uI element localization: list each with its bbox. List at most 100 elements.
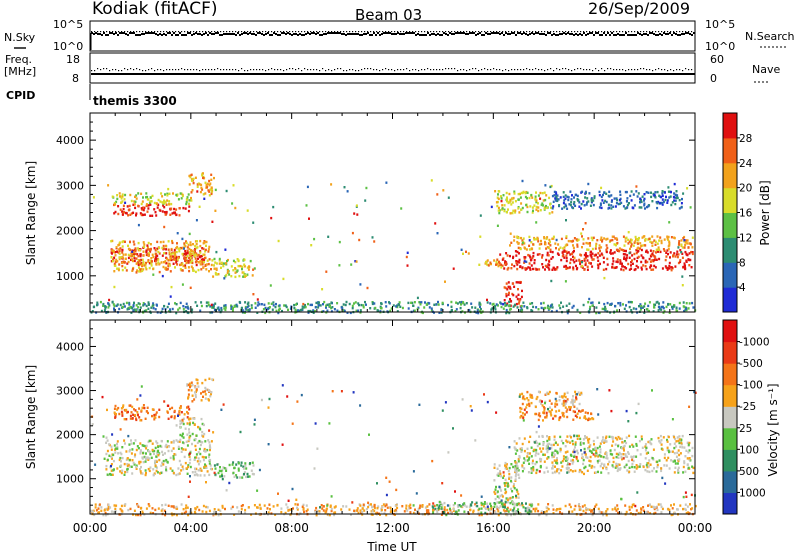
power-cell xyxy=(640,206,643,209)
nsearch-point xyxy=(544,31,546,33)
velocity-cell xyxy=(210,440,213,443)
velocity-cell xyxy=(556,451,559,455)
nsearch-point xyxy=(217,31,219,33)
power-cell xyxy=(631,301,633,304)
velocity-cell xyxy=(504,488,507,491)
power-cell xyxy=(598,301,601,304)
freq-point xyxy=(301,73,303,75)
power-cell xyxy=(571,206,574,209)
power-cell xyxy=(450,305,453,308)
power-cell xyxy=(517,302,520,305)
power-cell xyxy=(157,261,160,264)
nsearch-point xyxy=(394,31,396,33)
power-cell xyxy=(430,307,433,310)
power-cell xyxy=(516,306,519,309)
velocity-cell xyxy=(214,473,217,476)
power-ytick-label: 4000 xyxy=(56,134,84,147)
velocity-cell xyxy=(581,471,584,474)
power-cell xyxy=(351,307,354,310)
power-cell xyxy=(385,305,388,308)
nsky-point xyxy=(275,33,277,35)
nsky-point xyxy=(247,33,249,35)
nsky-point xyxy=(485,32,487,34)
velocity-cell xyxy=(614,436,617,440)
power-cell xyxy=(123,261,126,264)
freq-point xyxy=(607,73,609,75)
power-cell xyxy=(649,260,652,263)
nsearch-point xyxy=(121,31,123,33)
power-cell xyxy=(691,251,694,254)
power-cell xyxy=(597,311,600,314)
velocity-cell xyxy=(599,455,602,458)
power-cell xyxy=(544,264,547,268)
freq-point xyxy=(527,73,529,75)
velocity-cell xyxy=(126,463,129,466)
power-cell xyxy=(682,192,685,195)
power-cell xyxy=(260,303,263,306)
velocity-cell xyxy=(581,409,584,412)
power-cell xyxy=(172,192,174,195)
nsky-point xyxy=(95,32,97,34)
velocity-cell xyxy=(593,471,596,474)
power-cell xyxy=(163,261,165,264)
velocity-cell xyxy=(510,479,512,483)
nsky-point xyxy=(255,34,257,36)
power-cell xyxy=(629,194,632,198)
power-cell xyxy=(684,264,686,267)
velocity-cell xyxy=(128,458,131,462)
velocity-cell xyxy=(521,465,524,469)
velocity-cell xyxy=(248,475,251,478)
power-cell xyxy=(682,305,685,308)
nsky-point xyxy=(273,32,275,34)
nsky-point xyxy=(137,34,139,36)
nsky-point xyxy=(251,33,253,35)
power-cell xyxy=(514,200,517,203)
velocity-cell xyxy=(563,394,566,398)
velocity-cell xyxy=(681,434,684,438)
nsearch-point xyxy=(316,31,318,33)
nave-point xyxy=(520,69,522,71)
power-cell xyxy=(669,251,672,254)
nsearch-point xyxy=(136,31,138,33)
power-cell xyxy=(494,190,497,193)
power-cell xyxy=(668,261,671,265)
power-cell xyxy=(398,301,401,304)
velocity-cell xyxy=(139,449,142,452)
nsky-point xyxy=(103,32,105,34)
power-cell xyxy=(428,306,431,309)
velocity-cell xyxy=(675,455,678,458)
nave-point xyxy=(262,69,264,71)
power-cell xyxy=(224,248,227,251)
power-cell xyxy=(158,246,161,250)
freq-point xyxy=(687,73,689,75)
power-cell xyxy=(639,303,642,306)
power-cell xyxy=(118,252,121,255)
power-cell xyxy=(178,247,181,250)
power-cell xyxy=(169,295,172,298)
velocity-cell xyxy=(139,468,141,471)
power-cell xyxy=(590,301,593,305)
velocity-cell xyxy=(173,409,176,413)
nave-point xyxy=(622,69,624,71)
velocity-cell xyxy=(686,457,689,460)
power-cell xyxy=(581,235,583,238)
velocity-cell xyxy=(547,456,550,459)
nsearch-point xyxy=(154,31,156,33)
power-cell xyxy=(254,306,257,309)
power-cell xyxy=(154,252,157,255)
velocity-cell xyxy=(135,464,138,467)
power-cell xyxy=(622,249,625,252)
power-cell xyxy=(564,203,567,206)
nsearch-point xyxy=(616,31,618,33)
power-cell xyxy=(142,268,145,271)
velocity-cell xyxy=(197,457,200,460)
velocity-cell xyxy=(183,413,186,416)
power-cell xyxy=(152,302,155,305)
power-cell xyxy=(615,266,618,269)
power-cell xyxy=(662,311,665,314)
power-cell xyxy=(683,265,686,269)
freq-point xyxy=(177,73,179,75)
velocity-cell xyxy=(138,462,141,465)
power-cell xyxy=(555,247,557,250)
velocity-cell xyxy=(204,449,207,453)
